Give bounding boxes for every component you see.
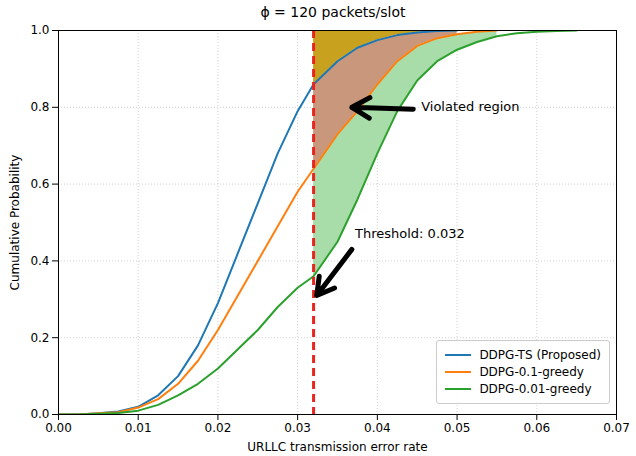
svg-text:0.06: 0.06 (523, 421, 550, 435)
svg-text:URLLC transmission error rate: URLLC transmission error rate (247, 440, 427, 454)
svg-text:0.8: 0.8 (30, 100, 49, 114)
svg-text:0.05: 0.05 (444, 421, 471, 435)
html-text:DDPG-TS (Proposed): DDPG-TS (Proposed) (479, 348, 601, 362)
svg-text:0.03: 0.03 (284, 421, 311, 435)
svg-text:0.0: 0.0 (30, 407, 49, 421)
svg-text:0.02: 0.02 (205, 421, 232, 435)
svg-text:0.04: 0.04 (364, 421, 391, 435)
html-text:ϕ = 120 packets/slot: ϕ = 120 packets/slot (260, 4, 406, 20)
html-text:DDPG-0.01-greedy: DDPG-0.01-greedy (479, 382, 592, 396)
svg-text:0.01: 0.01 (125, 421, 152, 435)
svg-text:Violated region: Violated region (421, 99, 519, 114)
svg-text:0.07: 0.07 (603, 421, 630, 435)
svg-text:Threshold: 0.032: Threshold: 0.032 (354, 226, 465, 241)
svg-text:0.4: 0.4 (30, 254, 49, 268)
svg-text:1.0: 1.0 (30, 24, 49, 37)
svg-text:0.6: 0.6 (30, 177, 49, 191)
svg-text:0.00: 0.00 (45, 421, 72, 435)
svg-text:Cumulative Probability: Cumulative Probability (8, 155, 22, 291)
html-text:DDPG-0.1-greedy: DDPG-0.1-greedy (479, 365, 584, 379)
svg-text:0.2: 0.2 (30, 331, 49, 345)
